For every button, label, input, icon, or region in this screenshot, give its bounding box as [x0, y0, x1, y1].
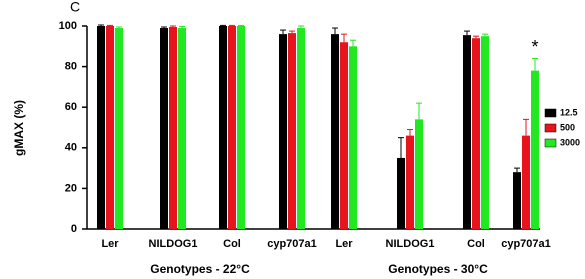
bar: [472, 38, 480, 230]
bar: [237, 26, 245, 229]
bar: [415, 119, 423, 229]
group-label: Genotypes - 22°C: [150, 262, 250, 276]
annotation: *: [531, 37, 538, 57]
x-tick-label: Ler: [101, 238, 119, 250]
bar: [340, 42, 348, 229]
bar: [178, 28, 186, 230]
bar: [397, 157, 405, 229]
y-tick-label: 20: [65, 182, 77, 194]
y-tick-label: 60: [65, 101, 77, 113]
y-tick-label: 80: [65, 61, 77, 73]
y-tick-label: 100: [59, 20, 77, 32]
bar: [349, 46, 357, 229]
legend-swatch: [544, 123, 557, 133]
bar: [288, 33, 296, 230]
x-tick-label: Ler: [335, 238, 353, 250]
x-tick-label: cyp707a1: [267, 238, 317, 250]
x-tick-label: cyp707a1: [501, 238, 551, 250]
bar: [160, 28, 168, 230]
bar: [297, 28, 305, 230]
bar: [513, 172, 521, 229]
legend-swatch: [544, 108, 557, 118]
bar: [463, 35, 471, 230]
legend-swatch: [544, 138, 557, 148]
bar: [219, 26, 227, 229]
bar: [97, 26, 105, 229]
x-tick-label: Col: [223, 238, 241, 250]
legend-label: 500: [560, 122, 575, 132]
bar: [106, 26, 114, 229]
bar: [481, 36, 489, 230]
y-axis-label: gMAX (%): [12, 100, 26, 156]
bar: [228, 26, 236, 229]
y-tick-label: 0: [71, 223, 77, 235]
x-tick-label: Col: [467, 238, 485, 250]
bar: [531, 70, 539, 229]
x-tick-label: NILDOG1: [149, 238, 198, 250]
bar: [406, 135, 414, 229]
x-tick-label: NILDOG1: [386, 238, 435, 250]
legend-label: 3000: [560, 137, 580, 147]
bar: [522, 135, 530, 229]
bar: [169, 27, 177, 229]
bar: [279, 34, 287, 230]
bar: [331, 34, 339, 230]
panel-label: C: [70, 0, 80, 15]
y-tick-label: 40: [65, 142, 77, 154]
legend-label: 12.5: [560, 107, 578, 117]
bar: [115, 28, 123, 230]
group-label: Genotypes - 30°C: [388, 262, 488, 276]
